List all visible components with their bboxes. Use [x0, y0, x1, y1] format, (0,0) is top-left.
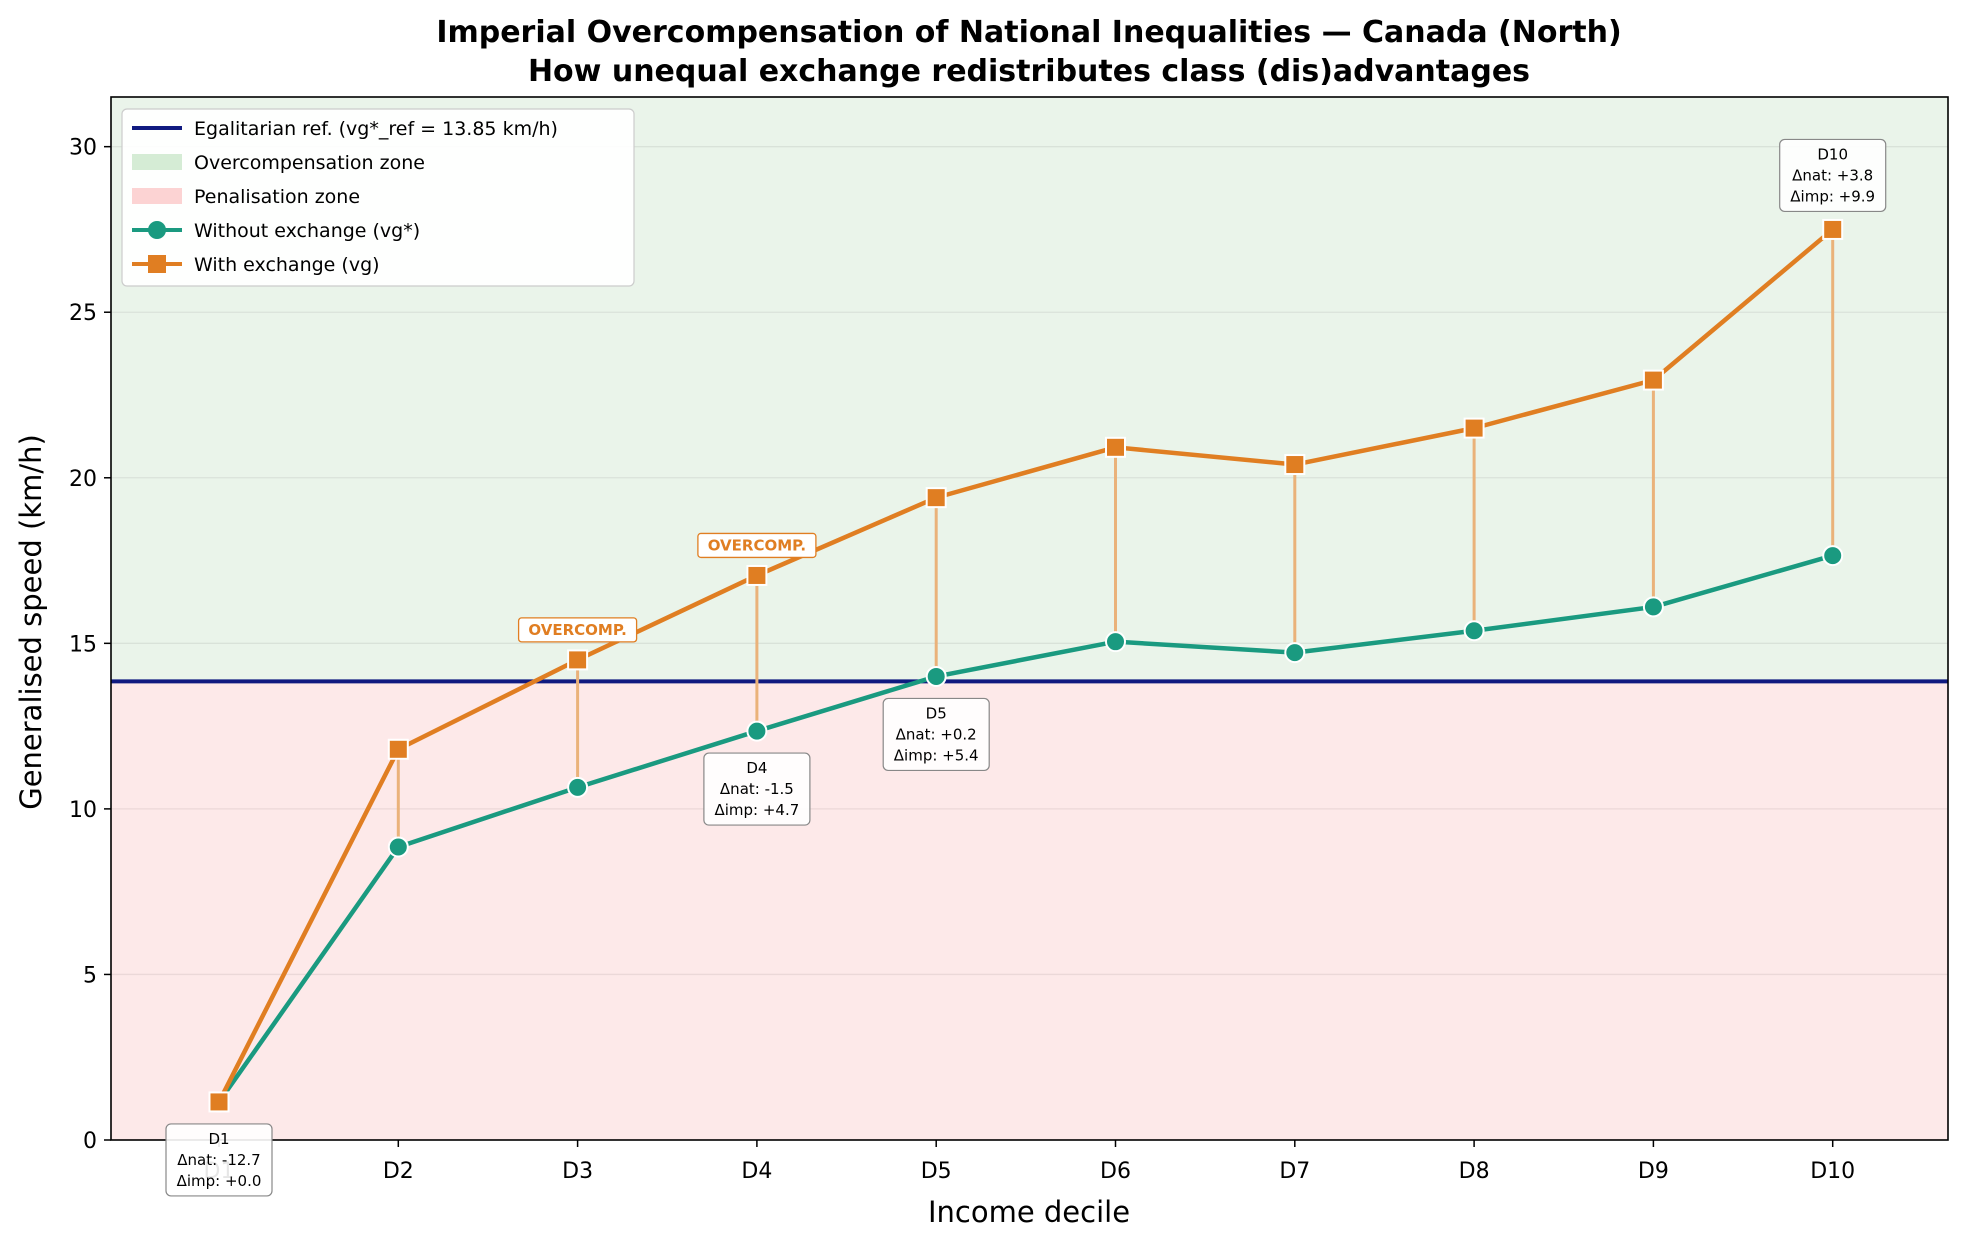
overcomp-tag-box: [697, 532, 817, 559]
y-tick-label: 5: [83, 963, 97, 988]
point-with-exchange-d7: [1284, 454, 1306, 476]
point-without-exchange-d4: [746, 720, 768, 742]
point-without-exchange-d10: [1822, 545, 1844, 567]
x-axis-label: Income decile: [928, 1195, 1130, 1229]
point-with-exchange-d8: [1463, 417, 1485, 439]
overcomp-tag-label: OVERCOMP.: [708, 536, 806, 554]
legend-label-reference: Egalitarian ref. (vg*_ref = 13.85 km/h): [194, 118, 558, 140]
annotation-d4: D4 Δnat: -1.5 Δimp: +4.7: [703, 752, 811, 826]
point-with-exchange-d3: [567, 649, 589, 671]
annotation-box: [882, 697, 990, 772]
x-tick-label-d8: D8: [1459, 1159, 1490, 1184]
annotation-d5: D5 Δnat: +0.2 Δimp: +5.4: [882, 697, 990, 772]
annotation-line: Δnat: +0.2: [896, 725, 977, 743]
point-with-exchange-d9: [1642, 369, 1664, 391]
point-with-exchange-d1: [208, 1091, 230, 1113]
point-without-exchange-d5: [925, 665, 947, 687]
x-tick-label-d2: D2: [383, 1159, 414, 1184]
legend-label-overcompensation: Overcompensation zone: [194, 152, 425, 174]
x-tick-label-d10: D10: [1810, 1159, 1855, 1184]
chart-title: Imperial Overcompensation of National In…: [436, 15, 1621, 50]
point-with-exchange-d10: [1822, 218, 1844, 240]
legend-swatch-without-exchange-marker: [148, 221, 166, 239]
point-with-exchange-d5: [925, 487, 947, 509]
annotation-line: D4: [746, 759, 767, 777]
point-without-exchange-d7: [1284, 642, 1306, 664]
annotation-line: D10: [1817, 145, 1848, 163]
y-axis-label: Generalised speed (km/h): [14, 434, 48, 810]
x-tick-label-d5: D5: [921, 1159, 952, 1184]
point-without-exchange-d2: [387, 836, 409, 858]
x-tick-label-d7: D7: [1279, 1159, 1310, 1184]
legend-swatch-overcompensation: [132, 154, 182, 170]
x-tick-label-d9: D9: [1638, 1159, 1669, 1184]
y-tick-label: 20: [69, 467, 97, 492]
annotation-box: [1779, 138, 1887, 213]
legend-swatch-penalisation: [132, 188, 182, 204]
series-line-without-exchange: [217, 553, 1834, 1104]
point-with-exchange-d4: [746, 564, 768, 586]
x-tick-label-d6: D6: [1100, 1159, 1131, 1184]
x-tick-label-d4: D4: [741, 1159, 772, 1184]
legend: Egalitarian ref. (vg*_ref = 13.85 km/h) O…: [121, 108, 635, 287]
annotation-line: Δnat: +3.8: [1792, 166, 1873, 184]
chart-subtitle: How unequal exchange redistributes class…: [528, 54, 1530, 89]
legend-label-with-exchange: With exchange (vg): [194, 254, 380, 276]
overcomp-tag-label: OVERCOMP.: [528, 621, 626, 639]
annotation-d1: D1 Δnat: -12.7 Δimp: +0.0: [165, 1123, 273, 1197]
annotation-box: [703, 752, 811, 826]
axes-frame: [110, 96, 1949, 1141]
annotation-line: D5: [926, 704, 947, 722]
legend-label-without-exchange: Without exchange (vg*): [194, 220, 420, 242]
annotation-line: Δnat: -1.5: [720, 780, 794, 798]
series-line-with-exchange: [216, 227, 1835, 1103]
y-tick-label: 0: [83, 1129, 97, 1154]
annotation-line: D1: [208, 1130, 229, 1148]
point-with-exchange-d6: [1105, 436, 1126, 458]
point-without-exchange-d6: [1105, 631, 1126, 653]
annotation-box: [165, 1123, 273, 1197]
legend-box: [121, 108, 635, 287]
annotation-line: Δimp: +4.7: [714, 801, 799, 819]
annotation-line: Δimp: +0.0: [177, 1172, 262, 1190]
legend-swatch-with-exchange-marker: [148, 255, 166, 273]
penalisation-zone: [111, 681, 1948, 1140]
point-without-exchange-d9: [1642, 596, 1664, 618]
y-tick-label: 30: [69, 136, 97, 161]
annotation-line: Δimp: +9.9: [1790, 187, 1875, 205]
point-without-exchange-d3: [567, 776, 589, 798]
point-without-exchange-d8: [1463, 620, 1485, 642]
y-tick-label: 25: [69, 301, 97, 326]
overcomp-tag-box: [517, 617, 638, 643]
annotation-line: Δimp: +5.4: [894, 746, 979, 764]
y-tick-label: 15: [69, 632, 97, 657]
y-tick-label: 10: [69, 798, 97, 823]
plot-area: D1 D2 D3 D4 D5 D6 D7 D8 D9 D10 0 5 10 15 20 25 30 OVERCOM…: [69, 96, 1949, 1197]
annotation-d10: D10 Δnat: +3.8 Δimp: +9.9: [1779, 138, 1887, 213]
annotation-line: Δnat: -12.7: [177, 1151, 260, 1169]
legend-label-penalisation: Penalisation zone: [194, 186, 360, 208]
point-with-exchange-d2: [387, 738, 409, 760]
x-tick-label-d3: D3: [562, 1159, 593, 1184]
